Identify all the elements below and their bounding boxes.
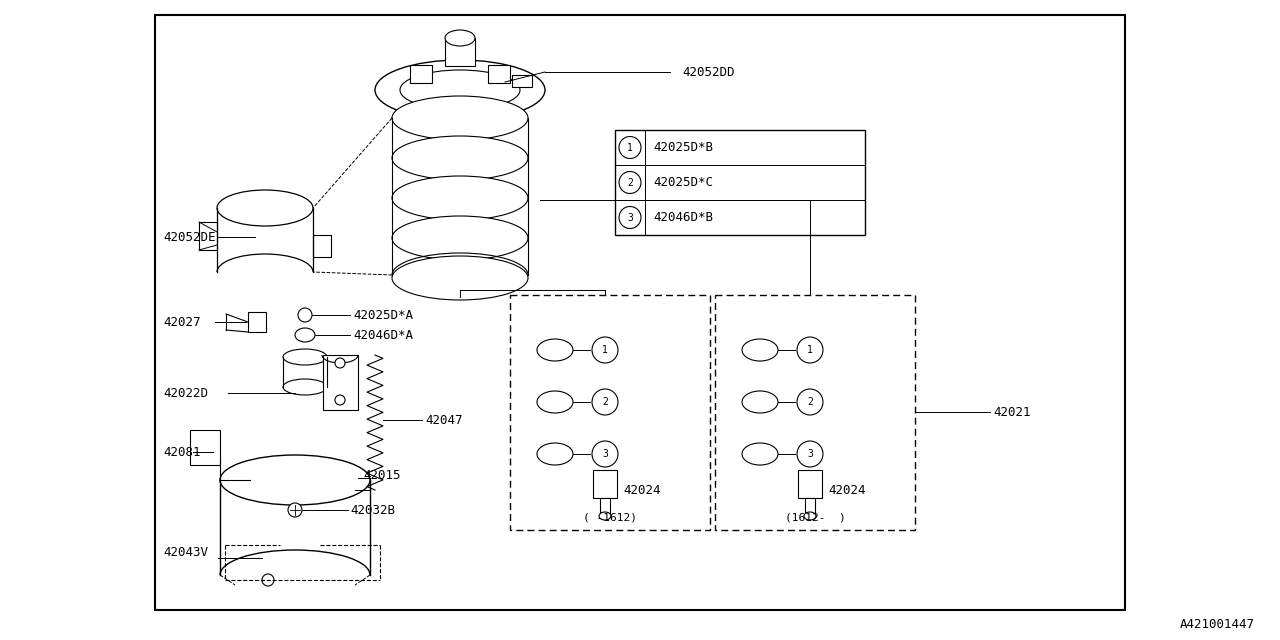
Bar: [323, 355, 358, 410]
Bar: [314, 235, 332, 257]
Ellipse shape: [392, 256, 529, 300]
Circle shape: [620, 136, 641, 159]
Text: 42022D: 42022D: [163, 387, 209, 399]
Circle shape: [620, 172, 641, 193]
Text: 42043V: 42043V: [163, 545, 209, 559]
Bar: [797, 470, 822, 498]
Text: 42052DD: 42052DD: [682, 65, 735, 79]
Text: ( -1612): ( -1612): [582, 513, 637, 523]
Ellipse shape: [742, 443, 778, 465]
Ellipse shape: [392, 176, 529, 220]
Text: 42052DE: 42052DE: [163, 230, 215, 243]
Text: 1: 1: [627, 143, 632, 152]
Text: 42047: 42047: [425, 413, 462, 426]
Text: A421001447: A421001447: [1180, 618, 1254, 632]
Ellipse shape: [742, 391, 778, 413]
Ellipse shape: [220, 455, 370, 505]
Bar: [198, 222, 218, 250]
Bar: [600, 498, 611, 516]
Ellipse shape: [283, 379, 326, 395]
Ellipse shape: [375, 60, 545, 120]
Text: 3: 3: [627, 212, 632, 223]
Text: 42025D*A: 42025D*A: [353, 308, 413, 321]
Bar: [593, 470, 617, 498]
Circle shape: [797, 337, 823, 363]
Ellipse shape: [392, 96, 529, 140]
Circle shape: [335, 395, 346, 405]
Text: 42015: 42015: [364, 468, 401, 481]
Ellipse shape: [392, 216, 529, 260]
Circle shape: [335, 358, 346, 368]
Ellipse shape: [294, 328, 315, 342]
Ellipse shape: [742, 339, 778, 361]
Bar: [509, 295, 710, 530]
Bar: [410, 65, 433, 83]
Text: 42032B: 42032B: [349, 504, 396, 516]
Circle shape: [591, 389, 618, 415]
Ellipse shape: [401, 70, 520, 110]
Bar: [716, 295, 915, 530]
Text: 3: 3: [808, 449, 813, 459]
Text: 2: 2: [602, 397, 608, 407]
Ellipse shape: [445, 30, 475, 46]
Circle shape: [620, 207, 641, 228]
Text: 2: 2: [808, 397, 813, 407]
Circle shape: [591, 441, 618, 467]
Bar: [445, 38, 475, 66]
Text: 1: 1: [602, 345, 608, 355]
Text: (1612-  ): (1612- ): [785, 513, 845, 523]
Ellipse shape: [538, 339, 573, 361]
Circle shape: [797, 389, 823, 415]
Bar: [488, 65, 509, 83]
Ellipse shape: [248, 466, 284, 494]
Text: 42046D*B: 42046D*B: [653, 211, 713, 224]
Text: 1: 1: [808, 345, 813, 355]
Ellipse shape: [538, 443, 573, 465]
Text: 42021: 42021: [993, 406, 1030, 419]
Circle shape: [262, 574, 274, 586]
Text: 42027: 42027: [163, 316, 201, 328]
Circle shape: [298, 308, 312, 322]
Ellipse shape: [392, 136, 529, 180]
Ellipse shape: [283, 349, 326, 365]
Bar: [155, 15, 1125, 610]
Text: 42025D*C: 42025D*C: [653, 176, 713, 189]
Text: 42024: 42024: [623, 483, 660, 497]
Circle shape: [797, 441, 823, 467]
Bar: [805, 498, 815, 516]
Circle shape: [288, 503, 302, 517]
Bar: [248, 312, 266, 332]
Bar: [189, 430, 220, 465]
Text: 42025D*B: 42025D*B: [653, 141, 713, 154]
Text: 3: 3: [602, 449, 608, 459]
Text: 42024: 42024: [828, 483, 865, 497]
Text: 42046D*A: 42046D*A: [353, 328, 413, 342]
Ellipse shape: [538, 391, 573, 413]
Ellipse shape: [599, 512, 611, 520]
Bar: [614, 130, 865, 235]
Text: 42081: 42081: [163, 445, 201, 458]
Bar: [512, 75, 532, 87]
Ellipse shape: [804, 512, 817, 520]
Ellipse shape: [218, 190, 314, 226]
Text: 2: 2: [627, 177, 632, 188]
Circle shape: [591, 337, 618, 363]
